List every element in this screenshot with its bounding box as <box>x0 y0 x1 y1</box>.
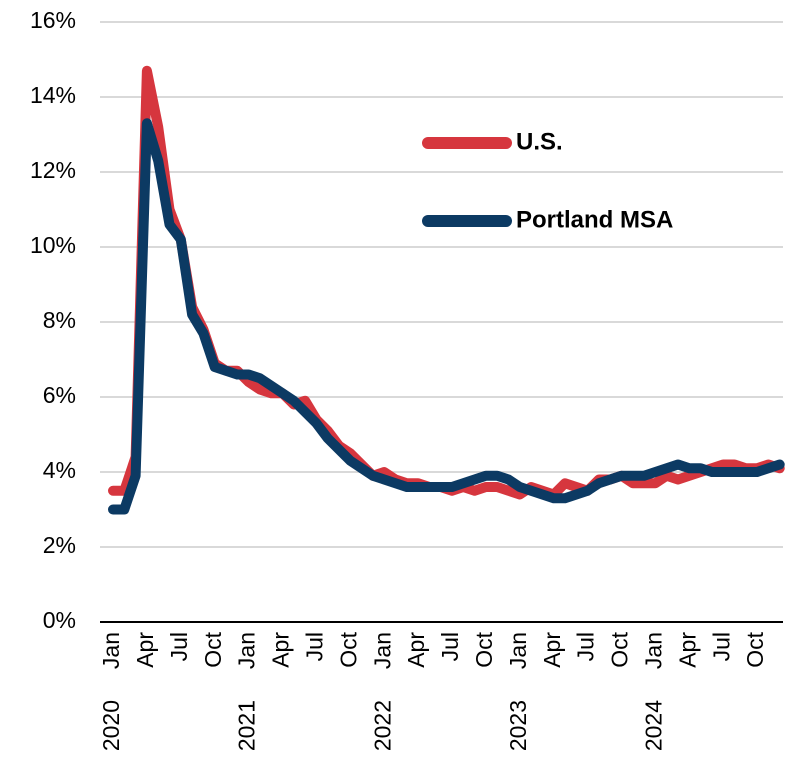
y-tick-label: 0% <box>43 607 76 633</box>
legend-label: U.S. <box>516 128 563 155</box>
year-label: 2024 <box>640 700 666 751</box>
y-tick-label: 8% <box>43 307 76 333</box>
x-tick-label: Oct <box>742 631 768 667</box>
y-tick-label: 12% <box>30 157 76 183</box>
x-tick-label: Oct <box>200 631 226 667</box>
legend-label: Portland MSA <box>516 206 673 233</box>
x-tick-label: Oct <box>335 631 361 667</box>
x-tick-label: Apr <box>674 632 700 668</box>
series-line <box>108 65 785 500</box>
x-tick-label: Apr <box>403 632 429 668</box>
year-label: 2020 <box>98 700 124 751</box>
x-tick-label: Jul <box>166 632 192 661</box>
series-line <box>108 118 785 515</box>
x-tick-label: Apr <box>268 632 294 668</box>
x-tick-label: Oct <box>607 631 633 667</box>
x-tick-label: Apr <box>539 632 565 668</box>
x-tick-label: Jul <box>437 632 463 661</box>
y-tick-label: 14% <box>30 82 76 108</box>
x-tick-label: Jan <box>640 632 666 669</box>
x-tick-label: Oct <box>471 631 497 667</box>
x-tick-label: Jan <box>369 632 395 669</box>
year-label: 2022 <box>369 700 395 751</box>
x-tick-label: Jul <box>708 632 734 661</box>
y-tick-label: 6% <box>43 382 76 408</box>
y-tick-label: 2% <box>43 532 76 558</box>
y-tick-label: 4% <box>43 457 76 483</box>
x-tick-label: Jan <box>234 632 260 669</box>
year-label: 2021 <box>234 700 260 751</box>
x-tick-label: Jul <box>573 632 599 661</box>
y-tick-label: 10% <box>30 232 76 258</box>
x-tick-label: Jan <box>505 632 531 669</box>
year-label: 2023 <box>505 700 531 751</box>
y-tick-label: 16% <box>30 7 76 33</box>
x-tick-label: Jan <box>98 632 124 669</box>
x-tick-label: Jul <box>301 632 327 661</box>
x-tick-label: Apr <box>132 632 158 668</box>
